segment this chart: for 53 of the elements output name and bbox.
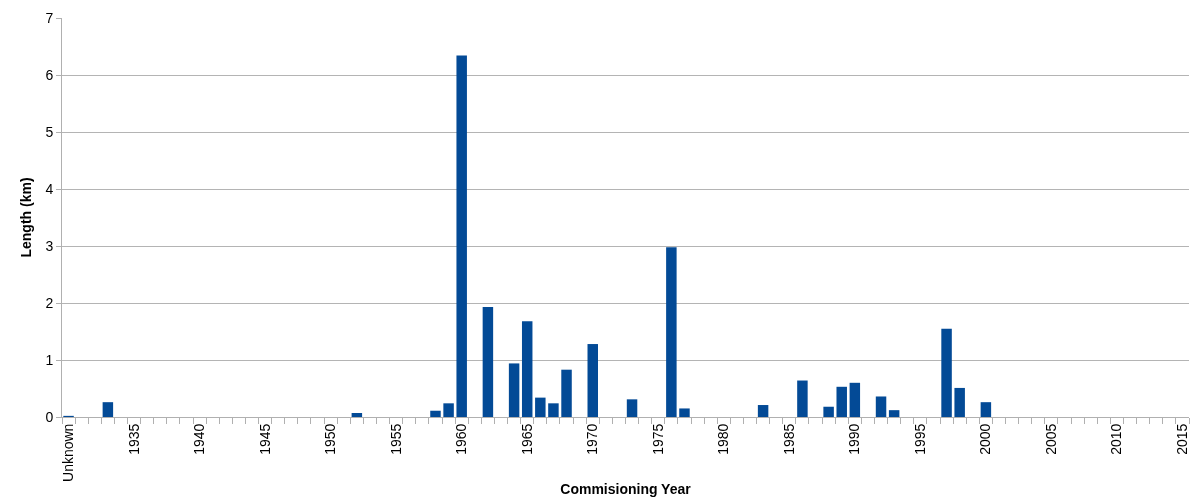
y-tick-label: 7 xyxy=(45,9,54,26)
x-tick-label: 2015 xyxy=(1174,423,1190,455)
x-tick-label: 1995 xyxy=(911,423,928,455)
x-tick-label: 1960 xyxy=(453,423,470,455)
bar xyxy=(941,328,952,417)
bar xyxy=(456,55,467,417)
x-tick-label: 1965 xyxy=(518,423,535,455)
bar xyxy=(351,413,363,417)
bar xyxy=(797,380,808,417)
bar xyxy=(888,410,900,417)
x-tick-label: 1940 xyxy=(191,423,208,455)
y-tick-label: 0 xyxy=(45,408,54,425)
y-axis-title: Length (km) xyxy=(18,177,34,258)
x-tick-label: 1945 xyxy=(256,423,273,455)
bar xyxy=(508,363,520,417)
bar xyxy=(836,386,847,417)
bar xyxy=(535,397,546,417)
bar xyxy=(561,369,572,417)
bar xyxy=(757,405,769,417)
y-tick-label: 6 xyxy=(45,66,54,83)
bar xyxy=(666,247,677,417)
x-tick-label: 1990 xyxy=(846,423,863,455)
y-tick-label: 4 xyxy=(45,180,54,197)
y-tick-label: 2 xyxy=(45,294,54,311)
x-tick-label: 1955 xyxy=(387,423,404,455)
bar xyxy=(430,410,441,417)
bar xyxy=(521,321,533,417)
x-tick-label: 2010 xyxy=(1108,423,1125,455)
x-tick-label: 1970 xyxy=(584,423,601,455)
bar xyxy=(587,344,598,417)
bar xyxy=(875,396,887,417)
x-tick-label: 1985 xyxy=(780,423,797,455)
x-tick-label: 2000 xyxy=(977,423,994,455)
bar xyxy=(482,306,494,417)
bar xyxy=(679,408,690,417)
x-tick-label: 1935 xyxy=(125,423,142,455)
bar xyxy=(443,403,454,417)
x-tick-label: 1980 xyxy=(715,423,732,455)
x-tick-label: 1975 xyxy=(649,423,666,455)
y-tick-label: 1 xyxy=(45,351,54,368)
x-tick-label: 1950 xyxy=(322,423,339,455)
bar xyxy=(102,402,114,417)
bar xyxy=(823,406,834,417)
y-tick-label: 5 xyxy=(45,123,54,140)
x-tick-label: 2005 xyxy=(1042,423,1059,455)
bar xyxy=(954,387,965,417)
x-axis-title: Commisioning Year xyxy=(560,481,692,497)
bar xyxy=(980,402,992,417)
x-tick-label: Unknown xyxy=(60,423,77,482)
bar xyxy=(548,403,559,417)
bar xyxy=(849,382,861,417)
bar xyxy=(626,399,638,417)
y-tick-label: 3 xyxy=(45,237,54,254)
